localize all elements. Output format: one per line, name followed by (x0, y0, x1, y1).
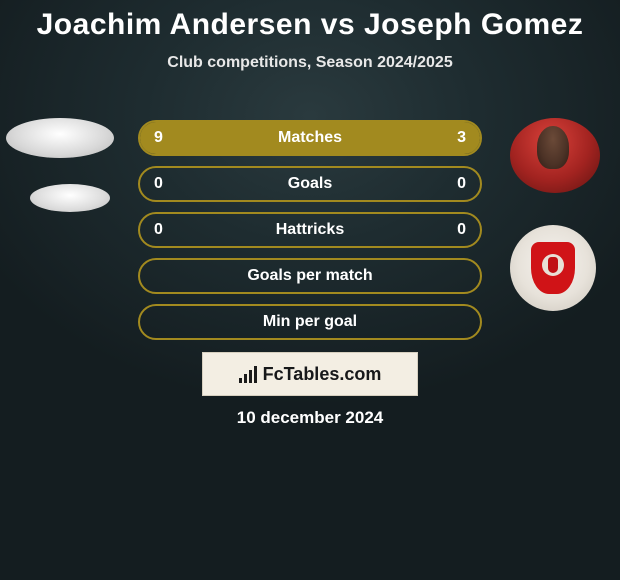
brand-text: FcTables.com (263, 364, 382, 385)
stat-label: Goals (140, 175, 480, 193)
stat-label: Goals per match (140, 267, 480, 285)
player-left-group (6, 118, 114, 212)
liverpool-crest-icon (531, 242, 575, 294)
player-left-avatar (6, 118, 114, 158)
stat-label: Matches (140, 129, 480, 147)
stat-value-left: 0 (154, 175, 163, 193)
stat-value-right: 3 (457, 129, 466, 147)
page-title: Joachim Andersen vs Joseph Gomez (0, 0, 620, 42)
player-right-club-badge (510, 225, 596, 311)
stat-row: Min per goal (138, 304, 482, 340)
stat-value-left: 9 (154, 129, 163, 147)
stat-label: Min per goal (140, 313, 480, 331)
subtitle: Club competitions, Season 2024/2025 (0, 54, 620, 72)
player-right-group (510, 118, 600, 311)
stat-row: Goals per match (138, 258, 482, 294)
stat-row: Hattricks0 0 (138, 212, 482, 248)
brand-box: FcTables.com (202, 352, 418, 396)
date-label: 10 december 2024 (0, 408, 620, 428)
stat-row: Matches9 3 (138, 120, 482, 156)
stat-value-right: 0 (457, 221, 466, 239)
stats-list: Matches93Goals00Hattricks00Goals per mat… (138, 120, 482, 350)
stat-value-left: 0 (154, 221, 163, 239)
stat-value-right: 0 (457, 175, 466, 193)
stat-row: Goals0 0 (138, 166, 482, 202)
bar-chart-icon (239, 365, 257, 383)
comparison-card: Joachim Andersen vs Joseph Gomez Club co… (0, 0, 620, 580)
player-left-club-badge (30, 184, 110, 212)
stat-label: Hattricks (140, 221, 480, 239)
player-right-avatar (510, 118, 600, 193)
